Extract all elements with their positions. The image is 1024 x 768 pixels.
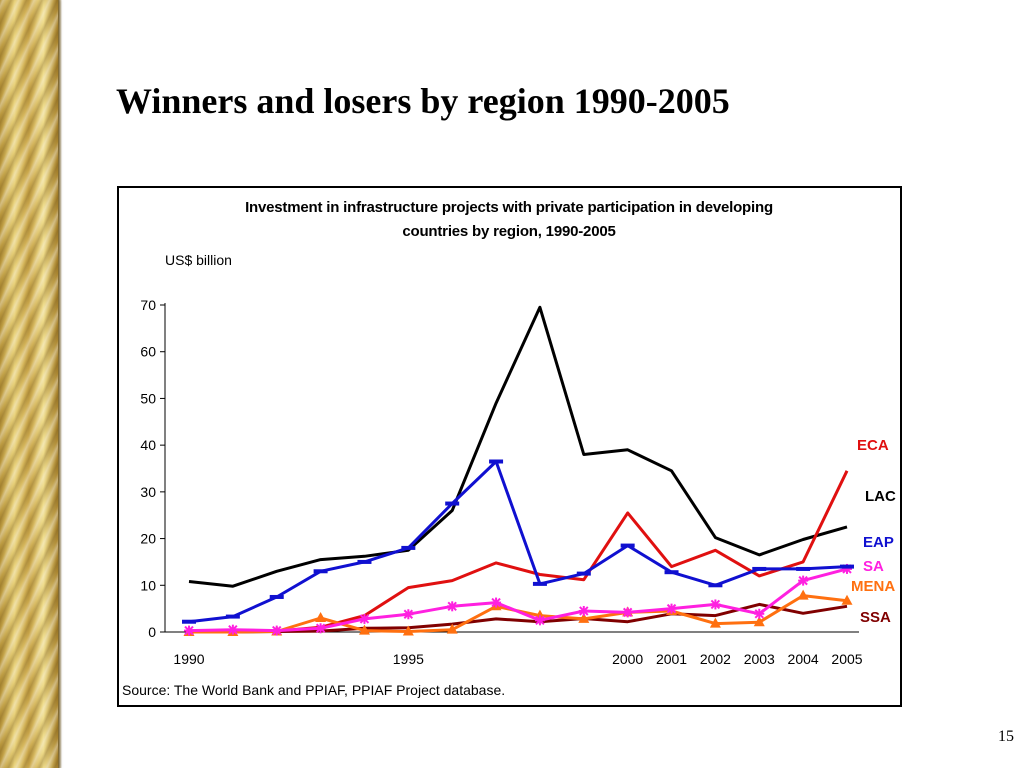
x-tick-label: 2002: [700, 651, 731, 667]
decorative-side-border: [0, 0, 62, 768]
point-marker: [403, 609, 414, 620]
series-line-sa: [188, 567, 848, 633]
y-tick-label: 50: [140, 390, 156, 406]
point-marker: [622, 607, 633, 618]
point-marker: [491, 597, 502, 608]
point-marker: [271, 625, 282, 636]
y-tick-label: 70: [140, 297, 156, 313]
x-tick-label: 2005: [831, 651, 862, 667]
x-tick-label: 2000: [612, 651, 643, 667]
point-marker: [402, 625, 414, 636]
point-marker: [315, 611, 327, 622]
series-line-mena: [189, 594, 848, 634]
y-tick-label: 30: [140, 484, 156, 500]
x-tick-label: 2003: [744, 651, 775, 667]
x-tick-label: 1990: [173, 651, 204, 667]
point-marker: [358, 624, 370, 635]
series-label-ssa: SSA: [860, 609, 891, 626]
series-label-eap: EAP: [863, 534, 894, 551]
y-tick-label: 20: [140, 531, 156, 547]
point-marker: [798, 575, 809, 586]
series-line-eap: [188, 460, 848, 624]
page-number: 15: [998, 728, 1014, 745]
y-unit-label: US$ billion: [165, 252, 232, 268]
point-marker: [359, 613, 370, 624]
chart-title: Investment in infrastructure projects wi…: [119, 196, 899, 244]
x-tick-label: 2004: [788, 651, 819, 667]
point-marker: [841, 594, 853, 605]
point-marker: [797, 589, 809, 600]
series-label-mena: MENA: [851, 578, 895, 595]
line-chart: 0 10 20 30 40 50 60 70 1990 1995 2000 2001 2002 2003 2…: [140, 297, 896, 667]
series-label-eca: ECA: [857, 437, 889, 454]
x-tick-label: 1995: [393, 651, 424, 667]
y-tick-label: 10: [140, 577, 156, 593]
point-marker: [753, 616, 765, 627]
point-marker: [184, 625, 194, 636]
series-label-lac: LAC: [865, 488, 896, 505]
point-marker: [446, 623, 458, 634]
point-marker: [709, 617, 721, 628]
point-marker: [710, 599, 721, 610]
point-marker: [578, 612, 590, 623]
point-marker: [754, 608, 765, 619]
y-tick-label: 0: [148, 624, 156, 640]
series-label-sa: SA: [863, 558, 884, 575]
point-marker: [534, 615, 545, 626]
point-marker: [227, 624, 238, 635]
point-marker: [578, 605, 589, 616]
point-marker: [447, 601, 458, 612]
chart-source-note: Source: The World Bank and PPIAF, PPIAF …: [122, 682, 506, 698]
y-tick-label: 60: [140, 344, 156, 360]
chart-title-line-1: Investment in infrastructure projects wi…: [245, 199, 773, 216]
chart-frame: Investment in infrastructure projects wi…: [117, 186, 902, 707]
point-marker: [315, 623, 326, 634]
series-line-lac: [188, 305, 848, 588]
y-tick-label: 40: [140, 437, 156, 453]
slide-title: Winners and losers by region 1990-2005: [116, 81, 730, 121]
chart-title-line-2: countries by region, 1990-2005: [402, 223, 616, 240]
point-marker: [666, 603, 677, 614]
x-tick-label: 2001: [656, 651, 687, 667]
